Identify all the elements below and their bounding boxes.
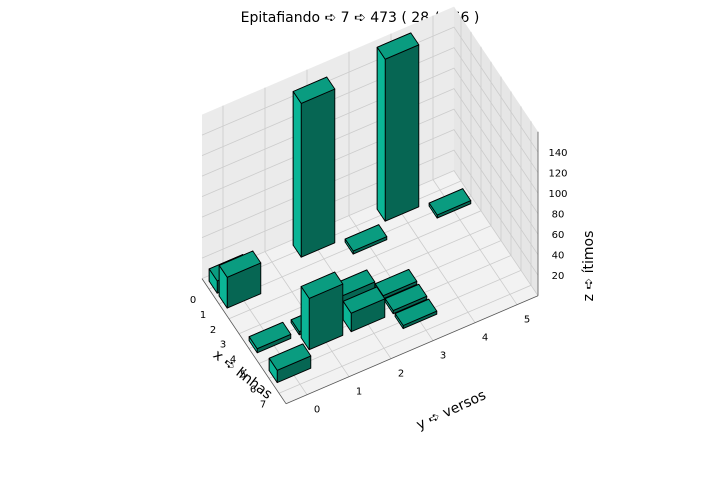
- grid-line-z: [201, 108, 539, 235]
- y-axis-line: [285, 295, 539, 405]
- bar-face-top: [268, 343, 312, 371]
- bar-face-top: [428, 188, 472, 216]
- bar-face-top: [300, 271, 344, 299]
- z-tick-label: 100: [548, 189, 567, 200]
- x-tick-label: 1: [200, 310, 206, 321]
- x-tick-label: 7: [260, 399, 266, 410]
- x-tick-label: 5: [240, 370, 246, 381]
- bar-face-top: [218, 250, 262, 278]
- bar: [384, 283, 428, 315]
- z-tick-label: 20: [552, 271, 565, 282]
- x-tick-label: 6: [250, 384, 256, 395]
- y-tick-label: 0: [314, 405, 320, 416]
- z-tick-label: 120: [548, 169, 567, 180]
- bar-face-top: [248, 321, 292, 350]
- z-tick-label: 40: [552, 251, 565, 262]
- bar-face-top: [394, 298, 438, 326]
- axis-lines: [201, 131, 539, 405]
- grid-line-z: [201, 149, 539, 276]
- grid-line-z: [201, 67, 539, 194]
- x-tick-label: 3: [220, 340, 226, 351]
- bar: [428, 188, 472, 219]
- grid-line-z: [201, 26, 539, 153]
- z-tick-label: 140: [548, 148, 567, 159]
- y-tick-label: 1: [356, 387, 362, 398]
- bar-face-front: [376, 46, 386, 222]
- z-tick-label: 60: [552, 230, 565, 241]
- z-axis-label: z ➪ ítimos: [581, 231, 597, 302]
- x-tick-label: 4: [230, 355, 236, 366]
- bar: [300, 271, 344, 351]
- x-tick-label: 0: [190, 295, 196, 306]
- bar: [292, 76, 336, 258]
- bar-face-right: [384, 44, 420, 222]
- bar: [376, 32, 420, 222]
- y-tick-label: 4: [482, 333, 488, 344]
- bar-face-top: [344, 224, 388, 252]
- bar-face-top: [384, 283, 428, 312]
- bar-face-right: [300, 88, 336, 258]
- x-axis-line: [201, 278, 287, 404]
- y-tick-label: 2: [398, 369, 404, 380]
- bar-face-front: [292, 91, 302, 258]
- grid-line-z: [201, 47, 539, 173]
- z-tick-label: 80: [552, 210, 565, 221]
- bar: [344, 224, 388, 255]
- bar: [218, 250, 262, 309]
- bar: [342, 286, 386, 333]
- grid-line-z: [201, 129, 539, 255]
- y-axis-label: y ➪ versos: [414, 387, 488, 433]
- bar: [268, 343, 312, 384]
- x-tick-label: 2: [210, 325, 216, 336]
- bar-face-top: [342, 286, 386, 314]
- grid-line-z: [201, 170, 539, 296]
- y-tick-label: 5: [524, 315, 530, 326]
- grid-line-z: [201, 88, 539, 214]
- bar: [394, 298, 438, 330]
- bars: [208, 32, 472, 384]
- bar-face-top: [292, 76, 336, 104]
- bar: [248, 321, 292, 354]
- bar-face-top: [376, 32, 420, 60]
- y-tick-label: 3: [440, 351, 446, 362]
